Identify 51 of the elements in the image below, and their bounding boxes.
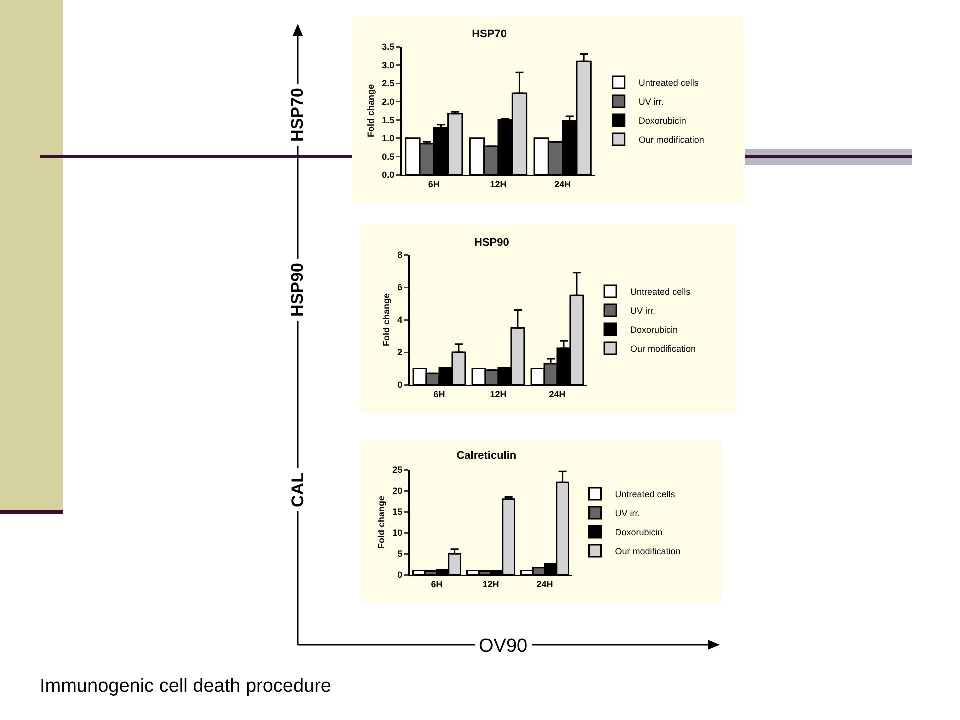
y-tick-label: 1.5: [382, 115, 395, 126]
x-tick-label: 6H: [434, 389, 446, 400]
y-tick-label: 5: [398, 549, 403, 560]
legend-label: Doxorubicin: [630, 325, 678, 336]
x-tick-label: 6H: [431, 579, 443, 590]
text: Immunogenic cell death procedure: [40, 676, 332, 698]
y-tick-label: 1.0: [382, 134, 395, 144]
legend-label: UV irr.: [638, 97, 664, 108]
legend-label: Doxorubicin: [638, 116, 686, 126]
text: OV90: [475, 636, 532, 658]
x-tick-label: 6H: [428, 179, 440, 190]
text: HSP70: [288, 84, 308, 146]
y-tick-label: 2: [398, 348, 403, 358]
x-tick-label: 12H: [490, 179, 507, 190]
y-axis-title: Fold change: [381, 293, 392, 347]
legend-label: UV irr.: [615, 508, 640, 519]
legend-label: Our modification: [615, 546, 681, 557]
x-tick-label: 24H: [549, 389, 566, 400]
legend-label: Untreated cells: [638, 78, 700, 88]
y-tick-label: 25: [392, 465, 403, 476]
legend-label: Doxorubicin: [615, 528, 663, 538]
y-tick-label: 2.5: [382, 78, 395, 89]
y-tick-label: 10: [392, 528, 403, 538]
chart-title: Calreticulin: [456, 450, 517, 462]
y-tick-label: 0: [398, 570, 403, 580]
y-tick-label: 2.0: [382, 97, 395, 108]
y-tick-label: 8: [398, 250, 403, 260]
y-tick-label: 6: [398, 282, 403, 293]
legend-label: Our modification: [638, 135, 704, 146]
legend-label: Untreated cells: [630, 287, 692, 298]
chart-title: HSP90: [474, 236, 510, 249]
y-tick-label: 0.5: [382, 152, 395, 162]
x-tick-label: 24H: [536, 579, 554, 590]
text: HSP90: [288, 259, 308, 321]
y-axis-title: Fold change: [376, 496, 386, 550]
legend-label: UV irr.: [630, 306, 656, 316]
chart-title: HSP70: [472, 28, 507, 41]
legend-label: Our modification: [630, 344, 696, 354]
y-tick-label: 4: [398, 315, 403, 326]
x-tick-label: 12H: [490, 389, 507, 400]
x-tick-label: 12H: [482, 579, 500, 590]
legend-label: Untreated cells: [615, 490, 676, 500]
x-tick-label: 24H: [554, 179, 572, 190]
y-tick-label: 0.0: [382, 170, 395, 180]
y-tick-label: 15: [392, 507, 403, 518]
y-tick-label: 0: [398, 380, 403, 390]
text: CAL: [288, 468, 308, 512]
y-tick-label: 3.5: [382, 42, 395, 52]
y-tick-label: 20: [392, 486, 403, 496]
y-tick-label: 3.0: [382, 60, 395, 70]
y-axis-title: Fold change: [366, 84, 376, 138]
